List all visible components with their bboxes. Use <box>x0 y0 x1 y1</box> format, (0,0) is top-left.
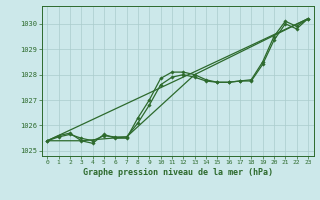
X-axis label: Graphe pression niveau de la mer (hPa): Graphe pression niveau de la mer (hPa) <box>83 168 273 177</box>
